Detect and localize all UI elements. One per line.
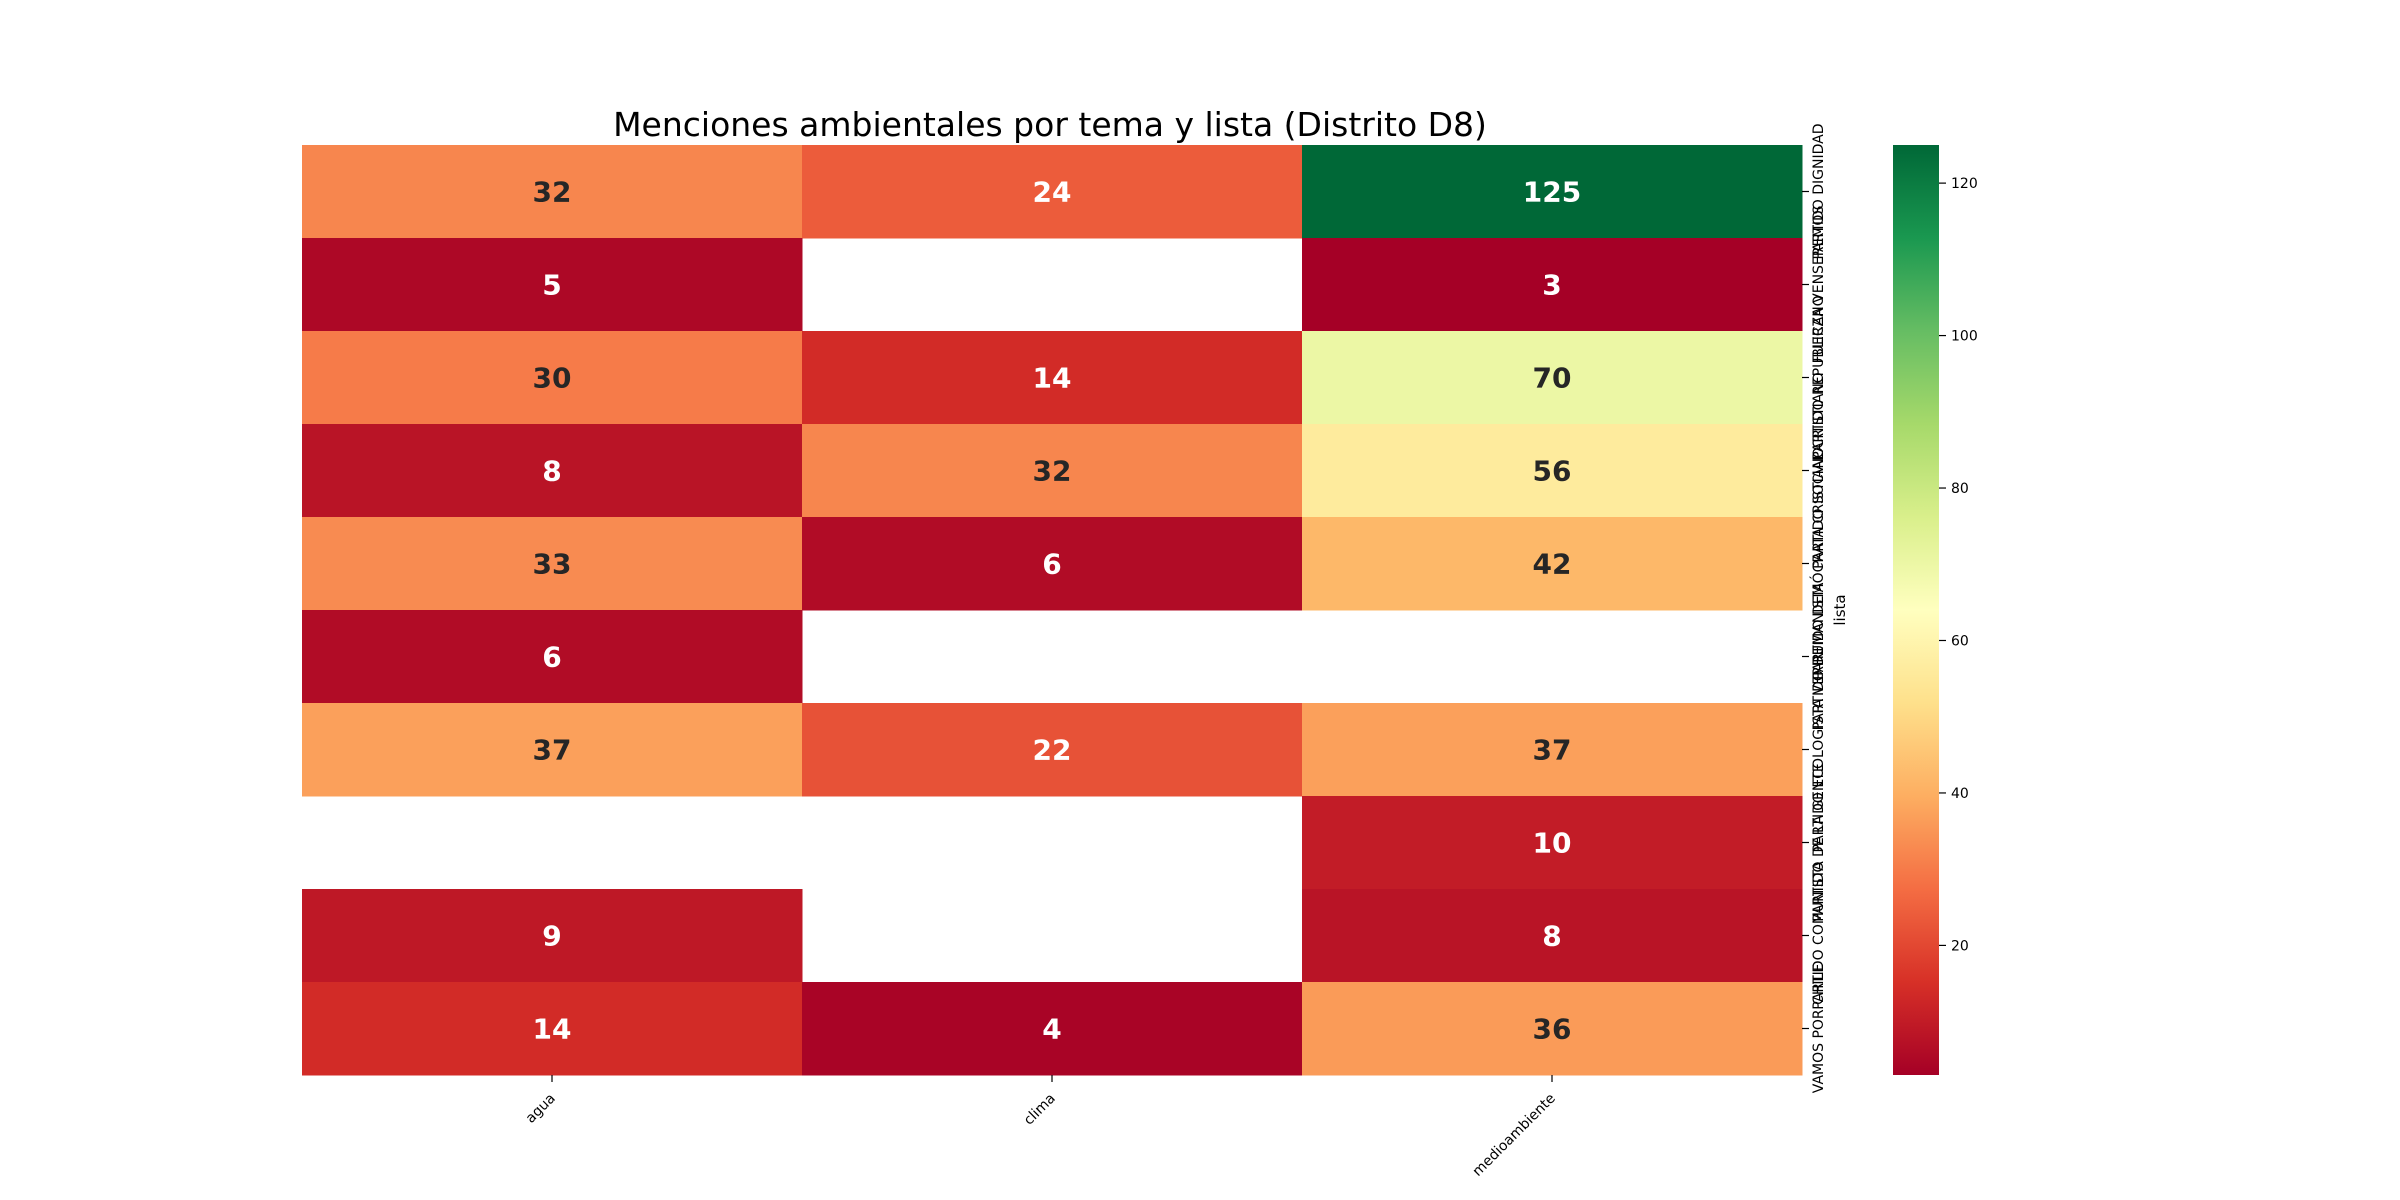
cell-value-label: 33 xyxy=(533,548,572,581)
cell-value-label: 10 xyxy=(1533,827,1572,860)
cell-value-label: 32 xyxy=(1033,455,1072,488)
heatmap-cell xyxy=(302,982,803,1076)
x-tick-label: medioambiente xyxy=(1470,1091,1559,1180)
y-tick-label: PARTIDO HUMANISTA xyxy=(1811,582,1827,730)
cell-value-label: 6 xyxy=(542,641,561,674)
heatmap-cell xyxy=(1302,703,1803,797)
cell-value-label: 37 xyxy=(533,734,572,767)
heatmap-cell xyxy=(302,703,803,797)
y-tick-label: PARTIDO SOCIAL CRISTIANO xyxy=(1811,372,1827,569)
heatmap-cell xyxy=(302,889,803,983)
heatmap-cell xyxy=(1302,331,1803,425)
y-tick-label: VAMOS POR CHILE xyxy=(1811,964,1827,1093)
cell-value-label: 8 xyxy=(1542,920,1561,953)
cell-value-label: 8 xyxy=(542,455,561,488)
heatmap-cell xyxy=(1302,796,1803,890)
colorbar-tick-label: 40 xyxy=(1951,786,1969,802)
heatmap-cell xyxy=(1302,424,1803,518)
heatmap-cell xyxy=(802,517,1303,611)
y-tick-label: PARTIDO ECOLOGISTA VERDE xyxy=(1811,647,1827,853)
heatmap-cell xyxy=(302,331,803,425)
cell-value-label: 4 xyxy=(1042,1013,1061,1046)
heatmap-cell xyxy=(802,703,1303,797)
cell-value-label: 14 xyxy=(1033,362,1072,395)
colorbar-gradient xyxy=(1893,145,1939,1075)
heatmap-cell xyxy=(802,982,1303,1076)
colorbar: 20 40 60 80 100 120 xyxy=(1893,145,1978,1075)
y-tick-label: FUERZA VENSEREMOS xyxy=(1811,206,1827,364)
cell-value-label: 5 xyxy=(542,269,561,302)
cell-value-label: 56 xyxy=(1533,455,1572,488)
heatmap-cell xyxy=(302,238,803,332)
heatmap-cell xyxy=(802,331,1303,425)
cell-value-label: 24 xyxy=(1033,176,1072,209)
colorbar-tick-label: 80 xyxy=(1951,481,1969,497)
cell-value-label: 30 xyxy=(533,362,572,395)
cell-value-label: 9 xyxy=(542,920,561,953)
cell-value-label: 6 xyxy=(1042,548,1061,581)
x-axis: agua clima medioambiente xyxy=(523,1075,1559,1180)
cell-value-label: 14 xyxy=(533,1013,572,1046)
colorbar-tick-label: 20 xyxy=(1951,938,1969,954)
y-tick-label: PARTIDO DIGNIDAD xyxy=(1811,123,1827,259)
cell-value-label: 37 xyxy=(1533,734,1572,767)
heatmap-cell xyxy=(302,610,803,704)
colorbar-tick-label: 60 xyxy=(1951,633,1969,649)
heatmap-cells: 32 24 125 5 3 30 14 70 8 32 56 33 6 42 6 37 22 37 10 9 8 14 4 3… xyxy=(302,145,1803,1076)
cell-value-label: 22 xyxy=(1033,734,1072,767)
x-tick-label: agua xyxy=(523,1091,559,1127)
heatmap-cell xyxy=(302,517,803,611)
heatmap-cell xyxy=(802,424,1303,518)
cell-value-label: 42 xyxy=(1533,548,1572,581)
cell-value-label: 32 xyxy=(533,176,572,209)
heatmap-cell xyxy=(1302,145,1803,239)
cell-value-label: 70 xyxy=(1533,362,1572,395)
y-tick-label: PARTIDO COMUNISTA xyxy=(1811,861,1827,1010)
cell-value-label: 36 xyxy=(1533,1013,1572,1046)
y-axis-label: lista xyxy=(1831,594,1849,625)
y-tick-label: PARTIDO DE LA GENTE xyxy=(1811,763,1827,922)
cell-value-label: 3 xyxy=(1542,269,1561,302)
x-tick-label: clima xyxy=(1021,1091,1059,1129)
colorbar-tick-label: 120 xyxy=(1951,176,1978,192)
colorbar-tick-label: 100 xyxy=(1951,329,1978,345)
y-tick-label: PARTIDO REPUBLICANO xyxy=(1811,295,1827,459)
chart-title: Menciones ambientales por tema y lista (… xyxy=(613,105,1487,144)
heatmap-cell xyxy=(302,145,803,239)
heatmap-cell xyxy=(1302,238,1803,332)
heatmap-cell xyxy=(802,145,1303,239)
heatmap-cell xyxy=(1302,517,1803,611)
cell-value-label: 125 xyxy=(1523,176,1581,209)
heatmap-cell xyxy=(302,424,803,518)
heatmap-cell xyxy=(1302,982,1803,1076)
heatmap-cell xyxy=(1302,889,1803,983)
y-tick-label: PARTIDO DEMÓCRATA CRISTIANO xyxy=(1809,447,1827,680)
